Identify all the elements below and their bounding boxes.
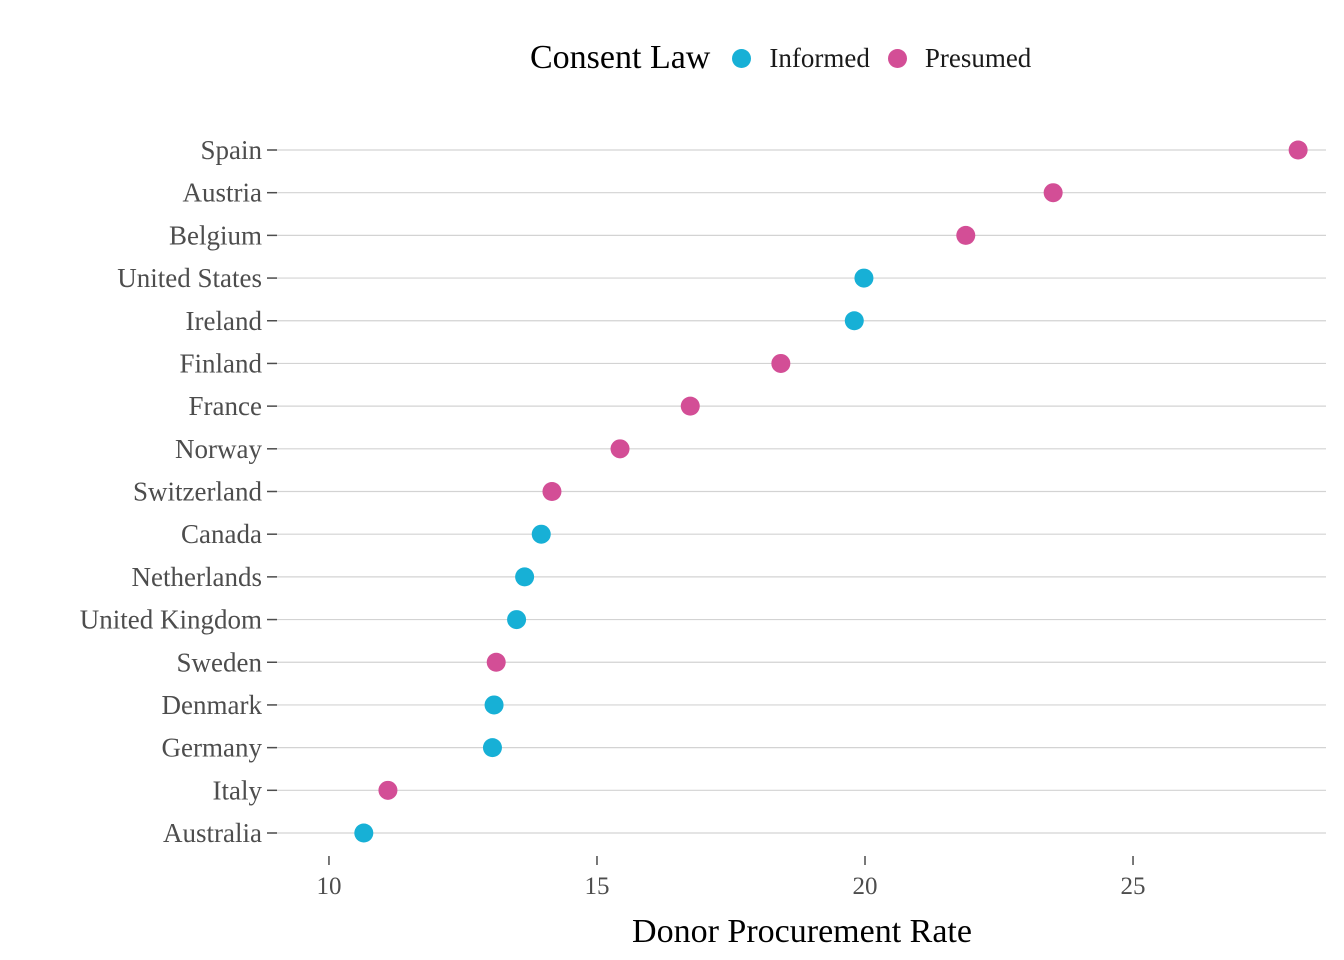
legend-item-presumed: Presumed [887, 42, 1032, 74]
point-finland [771, 353, 791, 373]
y-tick-label-ireland: Ireland [186, 306, 263, 336]
y-tick-label-belgium: Belgium [169, 220, 262, 250]
y-tick-label-united-kingdom: United Kingdom [80, 605, 262, 635]
y-tick-label-denmark: Denmark [162, 690, 263, 720]
y-tick-label-sweden: Sweden [177, 647, 263, 677]
y-tick-label-australia: Australia [163, 818, 262, 848]
point-denmark [484, 695, 504, 715]
point-ireland [844, 311, 864, 331]
legend-label-presumed: Presumed [924, 42, 1032, 73]
point-australia [354, 823, 374, 843]
x-tick-label-25: 25 [1121, 873, 1146, 900]
point-austria [1043, 183, 1063, 203]
y-tick-label-austria: Austria [183, 178, 263, 208]
y-tick-label-united-states: United States [117, 263, 262, 293]
x-tick-label-20: 20 [853, 873, 878, 900]
y-tick-label-norway: Norway [175, 434, 262, 464]
point-united-kingdom [507, 610, 527, 630]
y-tick-label-italy: Italy [213, 775, 263, 805]
gridlines [270, 149, 1326, 834]
y-tick-label-netherlands: Netherlands [132, 562, 262, 592]
x-tick-label-10: 10 [316, 873, 341, 900]
legend-title: Consent Law [530, 39, 711, 76]
x-tick-label-15: 15 [584, 873, 609, 900]
y-tick-label-canada: Canada [181, 519, 262, 549]
point-france [680, 396, 700, 416]
y-tick-label-switzerland: Switzerland [133, 477, 262, 507]
point-switzerland [542, 482, 562, 501]
y-tick-label-germany: Germany [162, 733, 263, 763]
legend-label-informed: Informed [769, 42, 870, 73]
y-tick-label-spain: Spain [200, 135, 262, 165]
point-united-states [854, 268, 874, 288]
point-spain [1288, 140, 1308, 160]
point-belgium [956, 225, 976, 245]
x-axis-label: Donor Procurement Rate [632, 913, 972, 950]
y-axis: Australia Italy Germany Denmark Sweden United… [80, 135, 277, 848]
y-tick-label-france: France [189, 391, 262, 421]
legend-key-informed [732, 48, 752, 68]
point-sweden [486, 652, 506, 672]
point-netherlands [515, 567, 535, 587]
y-tick-label-finland: Finland [179, 348, 262, 378]
legend: Consent Law Informed Presumed [530, 36, 1049, 80]
data-points [354, 140, 1308, 843]
legend-item-informed: Informed [732, 42, 870, 74]
point-germany [482, 738, 502, 758]
point-italy [378, 780, 398, 800]
legend-key-presumed [887, 48, 907, 68]
x-axis: 10 15 20 25 [316, 856, 1146, 900]
point-norway [610, 439, 630, 459]
point-canada [531, 524, 551, 544]
